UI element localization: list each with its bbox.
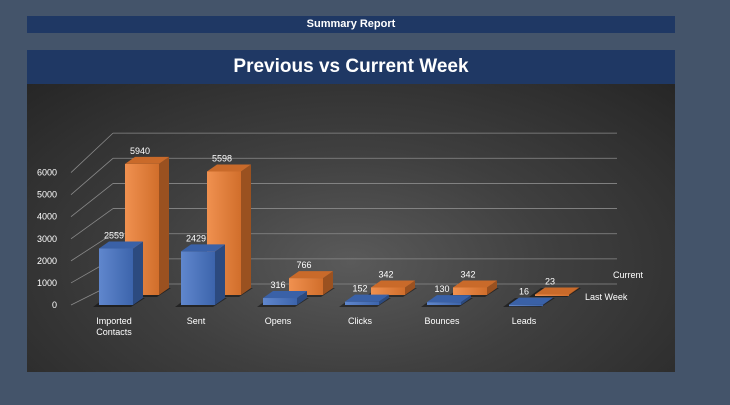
current-bar-front (535, 294, 569, 296)
gridline-side (70, 157, 114, 195)
last-week-bar-side (215, 244, 225, 305)
x-tick-label: Bounces (424, 316, 460, 326)
current-bar-front (453, 287, 487, 295)
current-bar-front (371, 287, 405, 295)
series-label-current: Current (613, 270, 644, 280)
last-week-bar-front (263, 298, 297, 305)
last-week-bar-side (461, 295, 471, 305)
last-week-bar-top (99, 241, 143, 249)
current-bar-top (453, 280, 497, 288)
last-week-bar-side (543, 297, 553, 305)
gridline-side (70, 233, 114, 262)
data-label: 2429 (186, 233, 206, 243)
last-week-bar-side (379, 294, 389, 305)
x-tick-label: Opens (265, 316, 292, 326)
last-week-bar-top (427, 295, 471, 303)
last-week-bar-front (509, 304, 543, 307)
last-week-bar-front (99, 248, 133, 305)
data-label: 2559 (104, 231, 124, 241)
summary-report-header: Summary Report (27, 16, 675, 33)
last-week-bar-top (263, 291, 307, 299)
data-label: 5598 (212, 153, 232, 163)
gridline-side (70, 132, 114, 173)
x-tick-label: Imported Contacts (96, 316, 132, 337)
gridline-side (70, 208, 114, 240)
last-week-bar-front (345, 301, 379, 305)
current-bar-top (535, 287, 579, 295)
y-tick-label: 1000 (37, 278, 57, 288)
last-week-bar-top (509, 297, 553, 305)
current-bar-side (323, 271, 333, 295)
y-tick-label: 0 (52, 300, 57, 310)
data-label: 152 (352, 284, 367, 294)
data-label: 342 (460, 269, 475, 279)
data-label: 342 (378, 269, 393, 279)
data-label: 130 (434, 284, 449, 294)
current-bar-side (487, 280, 497, 295)
y-tick-label: 5000 (37, 190, 57, 200)
y-tick-label: 2000 (37, 256, 57, 266)
series-label-last-week: Last Week (585, 292, 628, 302)
x-tick-label: Leads (512, 316, 537, 326)
data-label: 23 (545, 276, 555, 286)
gridline-side (70, 183, 114, 218)
last-week-bar-side (133, 241, 143, 305)
last-week-bar-side (297, 291, 307, 305)
y-tick-label: 4000 (37, 212, 57, 222)
x-tick-label: Clicks (348, 316, 372, 326)
data-label: 5940 (130, 146, 150, 156)
y-tick-label: 6000 (37, 168, 57, 178)
last-week-bar-front (181, 251, 215, 305)
last-week-bar-top (181, 244, 225, 252)
last-week-bar-top (345, 294, 389, 302)
bar-chart-3d: 0 1000 2000 3000 4000 5000 6000 5940 5598 766 342 3… (37, 132, 644, 337)
current-bar-top (289, 271, 333, 279)
chart-title: Previous vs Current Week (27, 50, 675, 84)
chart-area: 0 1000 2000 3000 4000 5000 6000 5940 5598 766 342 3… (27, 84, 675, 372)
data-label: 316 (270, 280, 285, 290)
current-bar-front (289, 278, 323, 295)
current-bar-top (125, 156, 169, 164)
current-bar-top (371, 280, 415, 288)
last-week-bar-front (427, 302, 461, 305)
data-label: 16 (519, 287, 529, 297)
data-label: 766 (296, 260, 311, 270)
current-bar-side (159, 156, 169, 295)
x-tick-label: Sent (187, 316, 206, 326)
current-bar-side (241, 164, 251, 295)
current-bar-top (207, 164, 251, 172)
current-bar-side (405, 280, 415, 295)
y-tick-label: 3000 (37, 234, 57, 244)
current-bar-side (569, 287, 579, 295)
